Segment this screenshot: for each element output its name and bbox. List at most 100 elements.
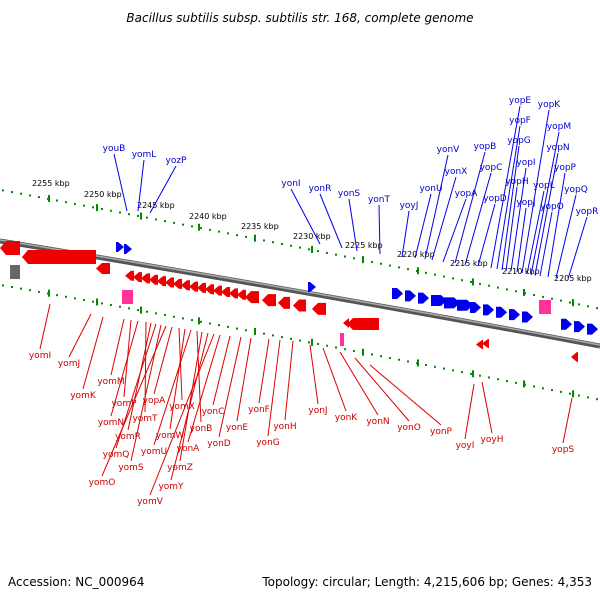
gene-label-yomV[interactable]: yomV [137,497,164,507]
gene-arrow [165,277,174,288]
gene-label-yopO[interactable]: yopO [540,202,564,212]
gene-label-yozP[interactable]: yozP [166,156,188,166]
gene-label-yopM[interactable]: yopM [547,122,571,132]
gene-label-yopR[interactable]: yopR [576,207,599,217]
gene-label-yonB[interactable]: yonB [190,424,213,434]
scale-label: 2235 kbp [241,222,279,231]
scale-dot [281,242,283,245]
gene-label-yonC[interactable]: yonC [202,407,225,417]
gene-label-yonO[interactable]: yonO [397,423,421,433]
gene-leader-line [401,210,410,258]
gene-label-yonK[interactable]: yonK [335,413,359,423]
gene-leader-line [496,125,521,270]
scale-dot [299,246,301,249]
gene-leader-line [339,351,379,416]
gene-label-yonD[interactable]: yonD [207,439,231,449]
gene-label-yomP[interactable]: yomP [111,399,137,409]
scale-tick [254,234,256,242]
gene-leader-line [490,105,521,269]
gene-label-yomM[interactable]: yomM [97,377,124,387]
gene-label-yopN[interactable]: yopN [546,143,569,153]
gene-label-yopQ[interactable]: yopQ [564,185,588,195]
gene-arrow [221,287,230,298]
gene-label-yopB[interactable]: yopB [474,142,497,152]
gene-label-yoyI[interactable]: yoyI [456,441,475,451]
gene-label-yomT[interactable]: yomT [132,414,158,424]
accession-text: Accession: NC_000964 [8,575,144,589]
gene-label-yomR[interactable]: yomR [115,432,141,442]
rna-feature [340,333,344,346]
gene-label-yopE[interactable]: yopE [509,96,532,106]
gene-label-yomZ[interactable]: yomZ [167,463,193,473]
gene-label-yopI[interactable]: yopI [516,158,535,168]
gene-label-yopD[interactable]: yopD [483,194,507,204]
gene-label-yonE[interactable]: yonE [226,423,249,433]
gene-label-yonN[interactable]: yonN [366,417,389,427]
gene-label-yopJ[interactable]: yopJ [516,198,535,208]
gene-label-yomL[interactable]: yomL [132,150,157,160]
gray-feature [10,265,20,279]
gene-arrow [482,339,489,348]
gene-label-yopC[interactable]: yopC [480,163,503,173]
gene-label-yomO[interactable]: yomO [89,478,116,488]
gene-arrow [392,288,403,300]
gene-label-yonS[interactable]: yonS [338,189,361,199]
gene-label-yonV[interactable]: yonV [437,145,461,155]
gene-arrow [262,294,276,307]
scale-tick [417,359,419,367]
gene-label-yomK[interactable]: yomK [70,391,97,401]
gene-label-yopH[interactable]: yopH [505,177,528,187]
gene-label-yoyH[interactable]: yoyH [481,435,504,445]
gene-label-yomW[interactable]: yomW [156,431,185,441]
gene-label-yomX[interactable]: yomX [169,402,195,412]
gene-label-yomU[interactable]: yomU [141,447,167,457]
gene-label-yonR[interactable]: yonR [309,184,332,194]
gene-label-yonP[interactable]: yonP [430,427,453,437]
gene-leader-line [149,333,215,496]
scale-dot [380,355,382,358]
gene-label-yomN[interactable]: yomN [98,418,124,428]
scale-dot [110,304,112,307]
gene-label-yopS[interactable]: yopS [552,445,575,455]
gene-label-yopA[interactable]: yopA [143,396,167,406]
scale-tick [254,327,256,335]
scale-dot [506,288,508,291]
gene-label-yonI[interactable]: yonI [281,179,300,189]
gene-arrow [496,306,507,318]
scale-tick [472,278,474,286]
gene-label-yonX[interactable]: yonX [445,167,468,177]
gene-label-yomI[interactable]: yomI [29,351,51,361]
gene-leader-line [110,320,139,417]
gene-label-youB[interactable]: youB [103,144,126,154]
gene-label-yopK[interactable]: yopK [538,100,562,110]
scale-dot [560,390,562,393]
gene-label-yomQ[interactable]: yomQ [103,450,130,460]
gene-label-yomJ[interactable]: yomJ [58,359,80,369]
gene-leader-line [534,152,559,276]
gene-label-yoyJ[interactable]: yoyJ [400,201,419,211]
scale-dot [29,194,31,197]
scale-dot [461,371,463,374]
gene-label-yonH[interactable]: yonH [273,422,296,432]
gene-label-yomY[interactable]: yomY [158,482,184,492]
gene-leader-line [501,145,520,271]
scale-tick [572,299,574,307]
gene-label-yonA[interactable]: yonA [177,444,201,454]
gene-label-yopG[interactable]: yopG [507,136,531,146]
gene-label-yonJ[interactable]: yonJ [308,406,327,416]
gene-label-yopL[interactable]: yopL [533,181,555,191]
scale-dot [542,387,544,390]
gene-label-yopF[interactable]: yopF [509,116,531,126]
gene-label-yonU[interactable]: yonU [419,184,442,194]
gene-label-yopP[interactable]: yopP [554,163,577,173]
gene-label-yopA[interactable]: yopA [455,189,479,199]
gene-label-yonG[interactable]: yonG [256,438,280,448]
scale-tick [472,370,474,378]
scale-dot [281,336,283,339]
gene-label-yomS[interactable]: yomS [118,463,144,473]
gene-arrow [470,302,481,314]
gene-label-yonT[interactable]: yonT [368,195,391,205]
scale-dot [146,310,148,313]
scale-dot [596,398,598,401]
gene-label-yonF[interactable]: yonF [248,405,270,415]
